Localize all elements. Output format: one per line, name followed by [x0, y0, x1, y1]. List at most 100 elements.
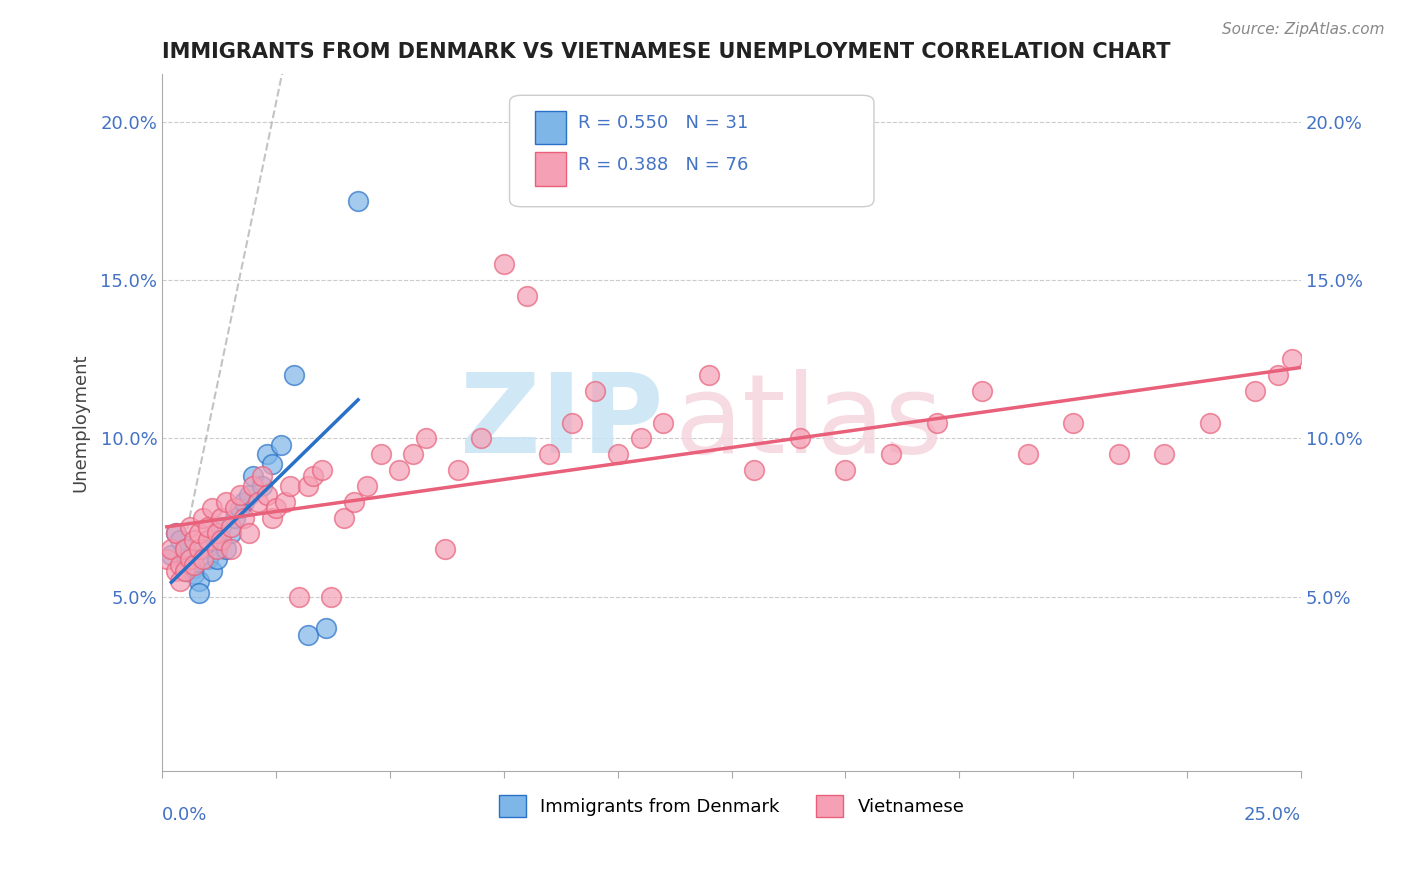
Text: 0.0%: 0.0% [162, 806, 208, 824]
Point [242, 469, 264, 483]
Point [174, 564, 197, 578]
Point [260, 457, 283, 471]
Point [297, 627, 319, 641]
Point [183, 567, 205, 582]
Point [1199, 416, 1222, 430]
Point [215, 494, 238, 508]
Point [209, 510, 232, 524]
Point [169, 574, 191, 588]
Point [880, 447, 903, 461]
Point [1017, 447, 1039, 461]
Point [219, 542, 242, 557]
Point [242, 479, 264, 493]
Point [264, 501, 287, 516]
Text: Source: ZipAtlas.com: Source: ZipAtlas.com [1222, 22, 1385, 37]
Point [583, 384, 606, 398]
Point [315, 621, 337, 635]
Point [288, 590, 311, 604]
Point [370, 447, 392, 461]
Point [219, 520, 242, 534]
Point [538, 447, 561, 461]
Point [447, 463, 470, 477]
Point [179, 558, 201, 572]
Point [224, 501, 246, 516]
Point [169, 533, 191, 547]
Point [388, 463, 411, 477]
Point [301, 469, 323, 483]
Point [187, 526, 209, 541]
Point [160, 549, 183, 563]
Point [193, 551, 215, 566]
Point [278, 479, 301, 493]
Text: R = 0.550   N = 31: R = 0.550 N = 31 [578, 114, 748, 132]
Point [256, 447, 278, 461]
Point [238, 526, 260, 541]
Point [319, 590, 342, 604]
Point [1281, 352, 1303, 367]
Y-axis label: Unemployment: Unemployment [72, 353, 89, 491]
Point [347, 194, 370, 208]
Point [219, 526, 242, 541]
Point [165, 564, 187, 578]
Point [270, 438, 292, 452]
Point [179, 520, 201, 534]
Point [201, 501, 224, 516]
Point [174, 542, 197, 557]
Point [183, 561, 205, 575]
Point [193, 510, 215, 524]
Point [209, 520, 232, 534]
FancyBboxPatch shape [534, 111, 567, 144]
Point [1153, 447, 1175, 461]
FancyBboxPatch shape [534, 153, 567, 186]
Point [333, 510, 356, 524]
Point [1244, 384, 1267, 398]
Point [561, 416, 583, 430]
FancyBboxPatch shape [509, 95, 875, 207]
Point [311, 463, 333, 477]
Point [697, 368, 720, 383]
Point [183, 533, 205, 547]
Point [972, 384, 994, 398]
Point [160, 542, 183, 557]
Point [630, 431, 652, 445]
Point [606, 447, 628, 461]
Text: R = 0.388   N = 76: R = 0.388 N = 76 [578, 156, 748, 174]
Text: 25.0%: 25.0% [1244, 806, 1301, 824]
Text: atlas: atlas [675, 369, 943, 476]
Point [187, 542, 209, 557]
Point [205, 526, 228, 541]
Point [274, 494, 297, 508]
Point [187, 586, 209, 600]
Point [156, 551, 179, 566]
Point [197, 520, 219, 534]
Point [169, 558, 191, 572]
Legend: Immigrants from Denmark, Vietnamese: Immigrants from Denmark, Vietnamese [492, 788, 972, 824]
Point [246, 494, 269, 508]
Text: ZIP: ZIP [460, 369, 664, 476]
Point [1108, 447, 1130, 461]
Point [233, 510, 256, 524]
Point [228, 501, 250, 516]
Point [165, 526, 187, 541]
Point [1062, 416, 1084, 430]
Point [433, 542, 456, 557]
Text: IMMIGRANTS FROM DENMARK VS VIETNAMESE UNEMPLOYMENT CORRELATION CHART: IMMIGRANTS FROM DENMARK VS VIETNAMESE UN… [162, 42, 1171, 62]
Point [193, 542, 215, 557]
Point [492, 257, 515, 271]
Point [215, 542, 238, 557]
Point [187, 574, 209, 588]
Point [252, 469, 274, 483]
Point [197, 533, 219, 547]
Point [174, 564, 197, 578]
Point [516, 289, 538, 303]
Point [342, 494, 364, 508]
Point [470, 431, 492, 445]
Point [402, 447, 425, 461]
Point [260, 510, 283, 524]
Point [228, 488, 250, 502]
Point [174, 542, 197, 557]
Point [834, 463, 856, 477]
Point [652, 416, 675, 430]
Point [1267, 368, 1289, 383]
Point [925, 416, 948, 430]
